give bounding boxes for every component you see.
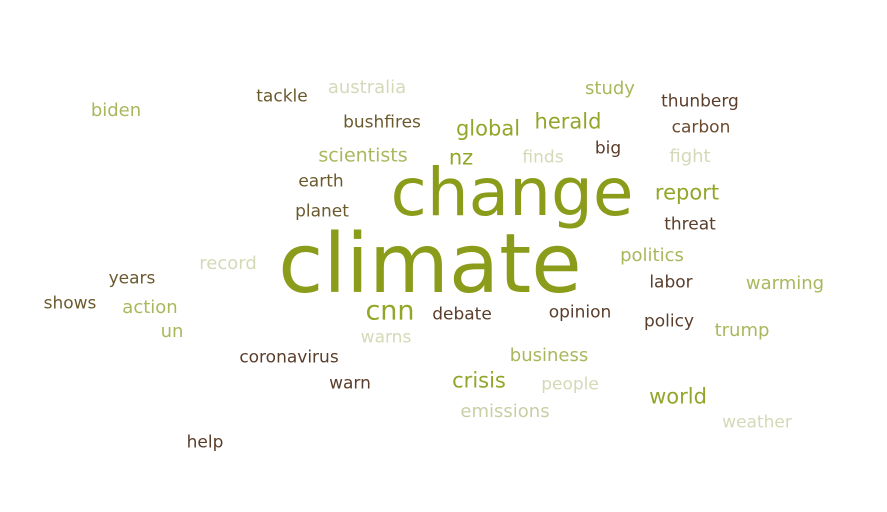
word-big: big [594, 138, 622, 159]
word-nz: nz [448, 145, 474, 170]
word-labor: labor [649, 272, 693, 293]
word-global: global [455, 116, 521, 141]
word-carbon: carbon [671, 117, 731, 138]
word-weather: weather [722, 412, 792, 433]
word-threat: threat [664, 214, 716, 235]
word-un: un [160, 321, 184, 342]
word-trump: trump [714, 320, 770, 341]
word-earth: earth [298, 171, 344, 192]
word-crisis: crisis [452, 368, 506, 393]
word-people: people [541, 374, 599, 395]
word-biden: biden [90, 100, 142, 121]
word-herald: herald [534, 109, 602, 134]
word-warns: warns [360, 327, 412, 348]
word-record: record [199, 253, 257, 274]
word-emissions: emissions [460, 401, 550, 422]
word-australia: australia [327, 77, 407, 98]
word-scientists: scientists [318, 144, 408, 167]
word-shows: shows [43, 293, 97, 314]
word-planet: planet [295, 201, 349, 222]
word-change: change [390, 154, 634, 231]
word-action: action [122, 297, 178, 318]
word-opinion: opinion [548, 302, 612, 323]
word-world: world [649, 384, 707, 409]
word-business: business [509, 345, 589, 366]
word-cnn: cnn [365, 295, 415, 327]
word-debate: debate [432, 304, 492, 325]
word-bushfires: bushfires [343, 112, 421, 133]
word-fight: fight [669, 146, 711, 167]
word-climate: climate [278, 217, 582, 312]
word-help: help [186, 432, 224, 453]
word-years: years [108, 268, 156, 289]
word-warn: warn [329, 373, 371, 394]
word-policy: policy [643, 311, 695, 332]
word-study: study [585, 78, 635, 99]
word-coronavirus: coronavirus [239, 347, 339, 368]
word-warming: warming [745, 273, 825, 294]
word-report: report [654, 180, 720, 205]
word-finds: finds [522, 147, 564, 168]
word-thunberg: thunberg [661, 91, 739, 112]
word-tackle: tackle [256, 86, 308, 107]
word-politics: politics [620, 245, 684, 266]
